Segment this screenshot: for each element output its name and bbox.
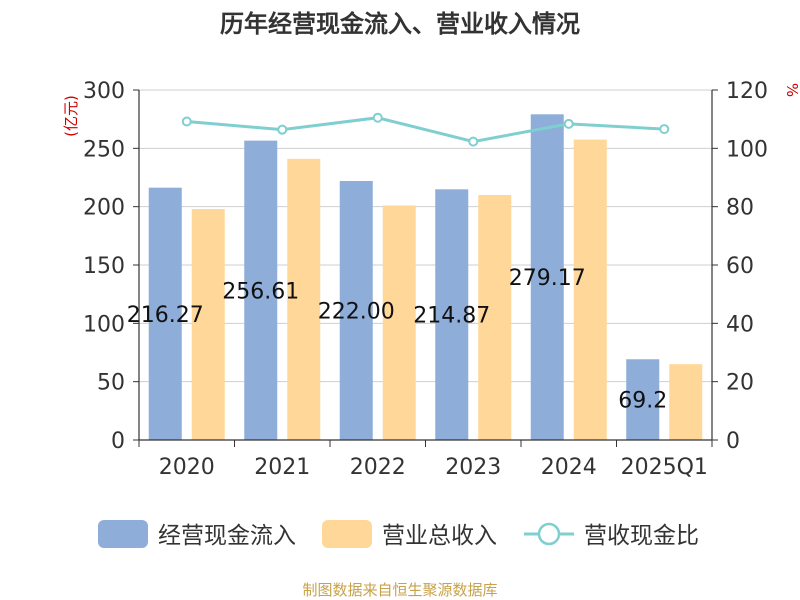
- right-tick-label: 0: [726, 429, 740, 454]
- bar-revenue: [287, 158, 321, 441]
- bar-revenue: [669, 364, 703, 440]
- ratio-line: [186, 116, 665, 144]
- bar-value-label: 214.87: [413, 304, 490, 329]
- legend-label-cash-inflow: 经营现金流入: [158, 523, 296, 549]
- bar-revenue: [573, 139, 607, 441]
- x-tick-label: 2022: [350, 455, 406, 480]
- bar-value-label: 69.2: [618, 389, 667, 414]
- left-tick-label: 100: [83, 312, 125, 337]
- legend-swatch-cash-inflow: [98, 520, 148, 548]
- source-note: 制图数据来自恒生聚源数据库: [302, 581, 497, 599]
- left-tick-label: 150: [83, 254, 125, 279]
- x-tick-label: 2024: [541, 455, 597, 480]
- bar-value-label: 279.17: [509, 266, 586, 291]
- axes-group: 0 50 100 150 200 250 300 0 20 40 60 80 100 120 2020 202…: [83, 79, 768, 480]
- data-labels-group: 216.27 256.61 222.00 214.87 279.17 69.2: [127, 266, 667, 413]
- left-tick-label: 300: [83, 79, 125, 104]
- left-axis-unit: (亿元): [62, 95, 80, 137]
- bar-cash-inflow: [435, 189, 469, 440]
- ratio-line-group: [181, 112, 670, 147]
- right-tick-label: 100: [726, 137, 768, 162]
- right-tick-label: 20: [726, 371, 754, 396]
- ratio-point: [563, 118, 574, 129]
- x-tick-label: 2020: [159, 455, 215, 480]
- chart-title: 历年经营现金流入、营业收入情况: [220, 10, 580, 38]
- bar-cash-inflow: [626, 359, 660, 440]
- bar-cash-inflow: [339, 181, 373, 440]
- ratio-point: [468, 136, 479, 147]
- legend: 经营现金流入 营业总收入 营收现金比: [98, 520, 699, 549]
- legend-label-revenue: 营业总收入: [382, 523, 497, 549]
- bar-value-label: 256.61: [222, 279, 299, 304]
- ratio-point: [277, 124, 288, 135]
- left-tick-label: 50: [97, 371, 125, 396]
- bar-cash-inflow: [148, 187, 182, 440]
- bar-revenue: [191, 209, 225, 440]
- right-tick-label: 120: [726, 79, 768, 104]
- x-tick-label: 2021: [254, 455, 310, 480]
- x-tick-label: 2025Q1: [621, 455, 708, 480]
- left-tick-label: 200: [83, 196, 125, 221]
- grid-lines: [139, 89, 712, 383]
- x-tick-label: 2023: [445, 455, 501, 480]
- legend-label-ratio: 营收现金比: [584, 523, 699, 549]
- legend-swatch-ratio-marker: [537, 522, 561, 546]
- ratio-point: [372, 112, 383, 123]
- ratio-point: [181, 116, 192, 127]
- right-tick-label: 40: [726, 312, 754, 337]
- bars-group: [148, 114, 703, 441]
- left-tick-label: 0: [111, 429, 125, 454]
- left-tick-label: 250: [83, 137, 125, 162]
- right-tick-label: 60: [726, 254, 754, 279]
- bar-value-label: 216.27: [127, 303, 204, 328]
- right-axis-unit: %: [783, 83, 800, 97]
- bar-value-label: 222.00: [318, 300, 395, 325]
- bar-revenue: [382, 205, 416, 440]
- bar-cash-inflow: [530, 114, 564, 440]
- right-tick-label: 80: [726, 196, 754, 221]
- legend-swatch-revenue: [322, 520, 372, 548]
- bar-cash-inflow: [244, 140, 278, 440]
- bar-revenue: [478, 195, 512, 440]
- ratio-point: [659, 124, 670, 135]
